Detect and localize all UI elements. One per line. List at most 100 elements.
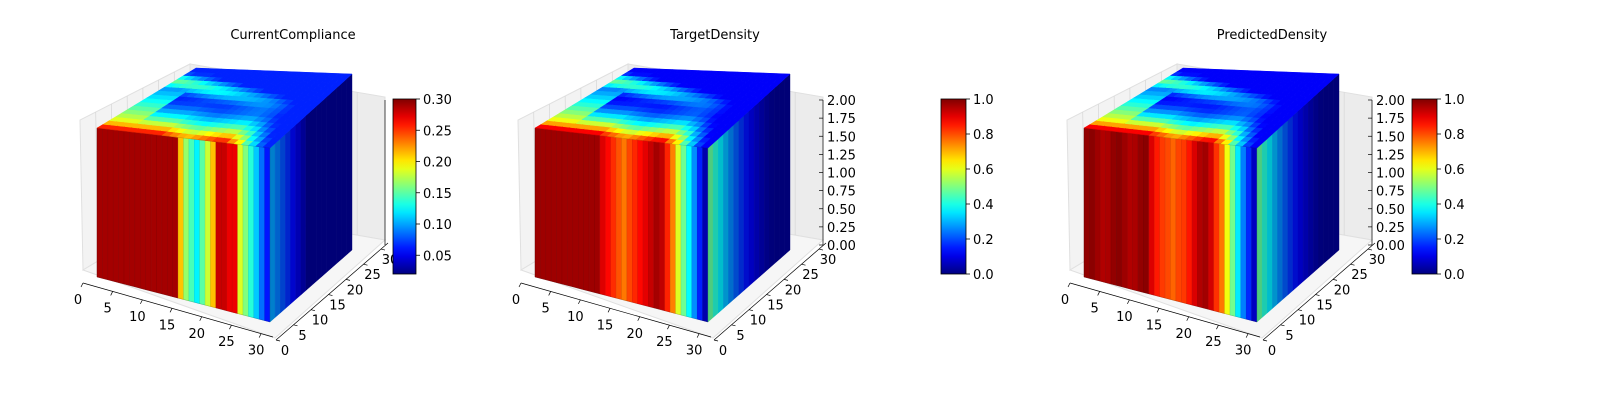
- voxel-side-strip: [728, 124, 734, 305]
- voxel-front-strip: [172, 136, 179, 299]
- voxel-front-strip: [123, 130, 130, 286]
- z-tick-label: 1.50: [1376, 130, 1405, 145]
- x-tick-label: 0: [512, 293, 520, 308]
- front-outline: [534, 127, 709, 323]
- voxel-front-strip: [605, 135, 611, 297]
- y-tick-label: 20: [785, 283, 802, 298]
- y-tick-label: 25: [1351, 268, 1368, 283]
- x-tick: [140, 299, 143, 305]
- x-tick-label: 30: [686, 344, 703, 359]
- colorbar-tick-label: 0.20: [423, 156, 452, 171]
- y-tick-label: 30: [820, 253, 837, 268]
- voxel-front-strip: [226, 142, 233, 313]
- voxel-front-strip: [648, 140, 655, 309]
- voxel-front-strip: [540, 128, 546, 281]
- x-tick-label: 15: [159, 318, 176, 333]
- voxel-side-strip: [769, 87, 775, 269]
- colorbar-tick-label: 0.2: [1444, 233, 1465, 248]
- voxel-front-strip: [259, 146, 265, 321]
- voxel-side-strip: [753, 101, 760, 282]
- x-tick-label: 30: [248, 344, 265, 359]
- voxel-side-strip: [1267, 133, 1273, 314]
- voxel-front-strip: [1197, 140, 1204, 309]
- voxel-front-strip: [583, 133, 590, 292]
- colorbar-tick-label: 0.05: [423, 249, 452, 264]
- voxel-front-strip: [1127, 132, 1133, 290]
- voxel-front-strip: [653, 141, 660, 310]
- y-tick: [1297, 309, 1303, 312]
- y-axis-line: [275, 242, 389, 341]
- voxel-side-strip: [341, 78, 348, 260]
- y-tick: [783, 279, 789, 281]
- voxel-front-strip: [599, 135, 606, 296]
- voxel-front-strip: [556, 130, 563, 285]
- z-tick-label: 0.75: [827, 185, 856, 200]
- voxel-side-strip: [1292, 110, 1299, 291]
- voxel-side-strip: [712, 138, 719, 318]
- x-tick: [169, 308, 173, 313]
- x-tick: [258, 333, 262, 338]
- y-tick: [328, 294, 333, 296]
- y-tick: [818, 248, 824, 251]
- voxel-front-strip: [112, 129, 119, 283]
- x-tick-label: 15: [1146, 318, 1163, 333]
- voxel-front-strip: [118, 130, 125, 285]
- voxel-front-strip: [237, 144, 244, 316]
- voxel-front-strip: [572, 132, 579, 289]
- z-tick-label: 0.00: [827, 239, 856, 254]
- x-tick-label: 5: [1091, 301, 1099, 316]
- y-tick-label: 5: [298, 329, 306, 344]
- x-tick: [1216, 325, 1219, 330]
- voxel-front-strip: [551, 129, 557, 283]
- front-outline: [1083, 127, 1258, 323]
- z-tick-label: 0.00: [1376, 239, 1405, 254]
- voxel-front-strip: [96, 127, 103, 279]
- z-tick-label: 1.50: [827, 130, 856, 145]
- voxel-front-strip: [1191, 140, 1198, 307]
- voxel-side-strip: [269, 142, 276, 323]
- voxel-front-strip: [167, 135, 173, 297]
- voxel-front-strip: [1159, 136, 1166, 299]
- x-tick-label: 20: [1175, 327, 1192, 342]
- voxel-side-strip: [1318, 87, 1324, 269]
- voxel-side-strip: [1261, 138, 1268, 318]
- x-tick-label: 25: [218, 335, 235, 350]
- voxel-front-strip: [664, 142, 671, 313]
- y-tick: [363, 263, 368, 266]
- x-tick-label: 25: [1205, 335, 1222, 350]
- voxel-side-strip: [774, 82, 780, 264]
- x-tick-label: 15: [597, 318, 614, 333]
- voxel-front-strip: [686, 145, 692, 319]
- x-tick: [578, 299, 581, 305]
- voxel-front-strip: [161, 135, 168, 296]
- z-tick-label: 1.25: [827, 148, 856, 163]
- voxel-front-strip: [134, 132, 141, 289]
- x-tick: [696, 333, 700, 338]
- voxel-front-strip: [194, 139, 200, 304]
- voxel-side-strip: [779, 78, 786, 260]
- voxel-front-strip: [670, 143, 676, 314]
- voxel-side-strip: [733, 119, 739, 300]
- voxel-side-strip: [723, 129, 729, 309]
- y-axis-line: [713, 242, 827, 341]
- voxel-front-strip: [1089, 128, 1096, 281]
- y-tick-label: 0: [719, 344, 727, 359]
- voxel-front-strip: [188, 138, 195, 303]
- y-tick-label: 20: [1334, 283, 1351, 298]
- voxel-front-strip: [1132, 133, 1139, 292]
- x-tick: [80, 282, 84, 288]
- voxel-side-strip: [326, 92, 332, 273]
- y-tick: [766, 294, 771, 296]
- voxel-front-strip: [150, 134, 157, 293]
- voxel-front-strip: [642, 140, 649, 307]
- y-tick-label: 5: [1285, 329, 1293, 344]
- y-tick-label: 0: [281, 344, 289, 359]
- z-tick-label: 0.50: [1376, 203, 1405, 218]
- x-tick: [1156, 308, 1160, 313]
- colorbar-tick-label: 0.15: [423, 187, 452, 202]
- voxel-side-strip: [1287, 115, 1294, 296]
- voxel-top-cell: [339, 73, 353, 79]
- voxel-front-strip: [177, 137, 184, 300]
